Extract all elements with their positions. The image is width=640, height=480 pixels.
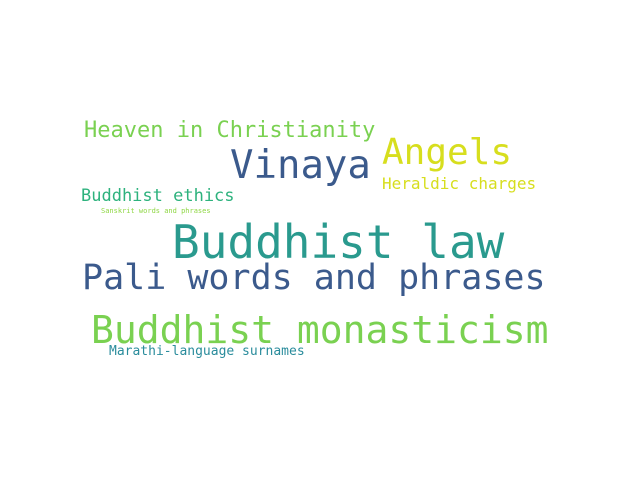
word-heraldic-charges: Heraldic charges xyxy=(382,174,537,193)
word-sanskrit-words-and-phrases: Sanskrit words and phrases xyxy=(101,207,211,215)
word-angels: Angels xyxy=(382,132,513,173)
word-buddhist-monasticism: Buddhist monasticism xyxy=(91,308,549,352)
word-buddhist-ethics: Buddhist ethics xyxy=(81,186,235,206)
word-pali-words-and-phrases: Pali words and phrases xyxy=(82,258,546,298)
word-buddhist-law: Buddhist law xyxy=(172,215,505,269)
word-vinaya: Vinaya xyxy=(230,143,371,188)
word-marathi-language-surnames: Marathi-language surnames xyxy=(109,344,305,359)
word-heaven-in-christianity: Heaven in Christianity xyxy=(84,118,376,143)
